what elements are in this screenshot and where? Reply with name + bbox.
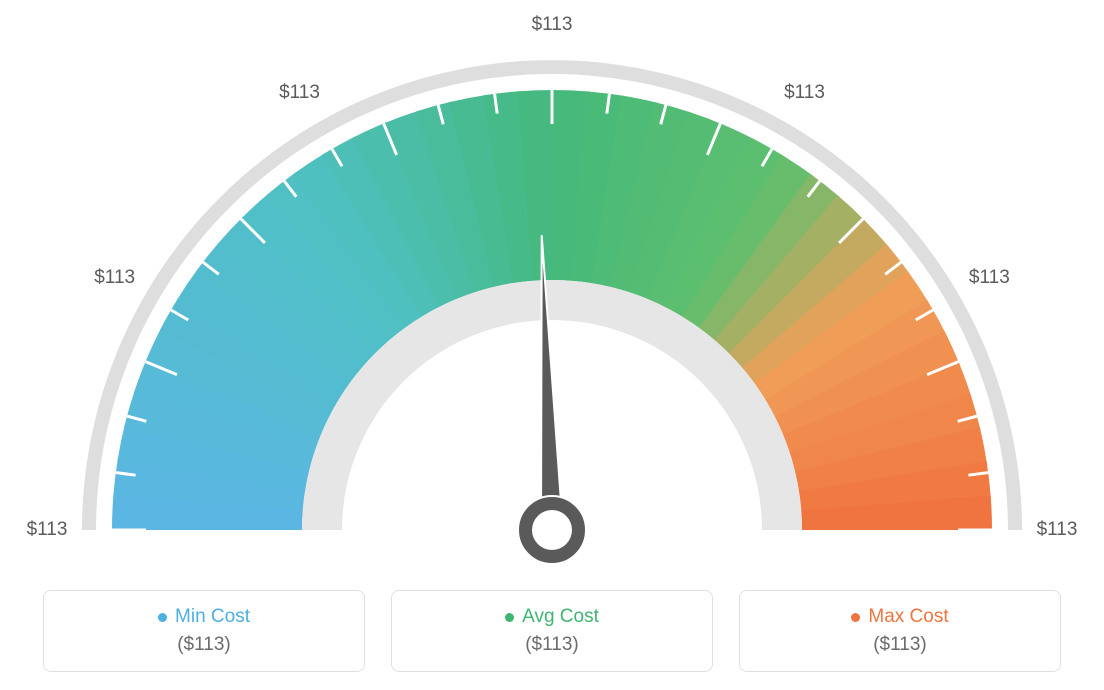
gauge-tick-label: $113 [94,267,135,289]
gauge-tick-label: $113 [279,82,320,104]
gauge-chart: $113$113$113$113$113$113$113 [52,10,1052,570]
legend: Min Cost ($113) Avg Cost ($113) Max Cost… [43,590,1061,672]
gauge-tick-label: $113 [969,267,1010,289]
legend-dot-min [158,613,167,622]
legend-max-label: Max Cost [868,606,948,628]
gauge-svg [52,10,1052,570]
legend-avg-value: ($113) [525,634,579,656]
gauge-tick-label: $113 [532,14,573,36]
legend-max-value: ($113) [873,634,927,656]
legend-max: Max Cost ($113) [739,590,1061,672]
legend-min-label-row: Min Cost [158,606,250,628]
legend-avg-label-row: Avg Cost [505,606,599,628]
legend-min-label: Min Cost [175,606,250,628]
legend-dot-max [851,613,860,622]
gauge-tick-label: $113 [784,82,825,104]
legend-max-label-row: Max Cost [851,606,948,628]
legend-avg-label: Avg Cost [522,606,599,628]
legend-avg: Avg Cost ($113) [391,590,713,672]
gauge-tick-label: $113 [27,519,68,541]
legend-min: Min Cost ($113) [43,590,365,672]
legend-dot-avg [505,613,514,622]
legend-min-value: ($113) [177,634,231,656]
gauge-tick-label: $113 [1037,519,1078,541]
